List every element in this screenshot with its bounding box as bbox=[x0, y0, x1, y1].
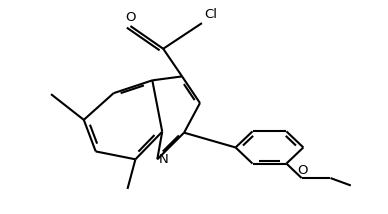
Text: O: O bbox=[298, 163, 308, 177]
Text: O: O bbox=[125, 11, 136, 24]
Text: Cl: Cl bbox=[204, 8, 217, 21]
Text: N: N bbox=[159, 153, 169, 166]
